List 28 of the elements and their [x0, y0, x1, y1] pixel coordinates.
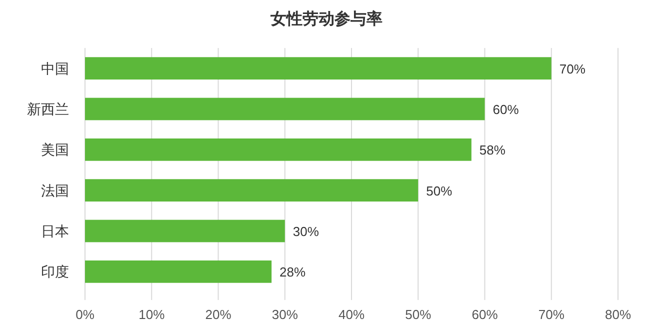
- x-tick-label: 40%: [338, 307, 365, 322]
- data-label: 50%: [426, 183, 453, 198]
- x-tick-label: 30%: [272, 307, 298, 322]
- bar: [85, 179, 418, 202]
- x-tick-label: 60%: [472, 307, 498, 322]
- x-tick-label: 10%: [138, 307, 166, 322]
- x-tick-label: 50%: [405, 307, 432, 322]
- y-tick-label: 印度: [41, 264, 69, 280]
- data-label: 60%: [492, 102, 520, 117]
- x-tick-label: 20%: [205, 307, 232, 322]
- data-label: 58%: [479, 142, 506, 158]
- bar: [85, 138, 472, 161]
- x-tick-label: 70%: [538, 307, 565, 322]
- data-label: 30%: [292, 224, 320, 239]
- bar: [85, 260, 272, 283]
- y-tick-label: 新西兰: [27, 101, 69, 117]
- bar: [85, 98, 485, 120]
- chart-title: 女性劳动参与率: [270, 9, 382, 28]
- x-tick-label: 80%: [604, 307, 632, 322]
- y-tick-label: 中国: [41, 60, 69, 76]
- bar: [85, 57, 552, 80]
- x-tick-label: 0%: [76, 307, 95, 322]
- bar: [85, 220, 285, 242]
- y-tick-label: 日本: [41, 223, 69, 239]
- y-tick-label: 美国: [41, 142, 69, 158]
- data-label: 70%: [559, 61, 586, 76]
- y-tick-label: 法国: [41, 182, 69, 198]
- data-label: 28%: [280, 264, 306, 280]
